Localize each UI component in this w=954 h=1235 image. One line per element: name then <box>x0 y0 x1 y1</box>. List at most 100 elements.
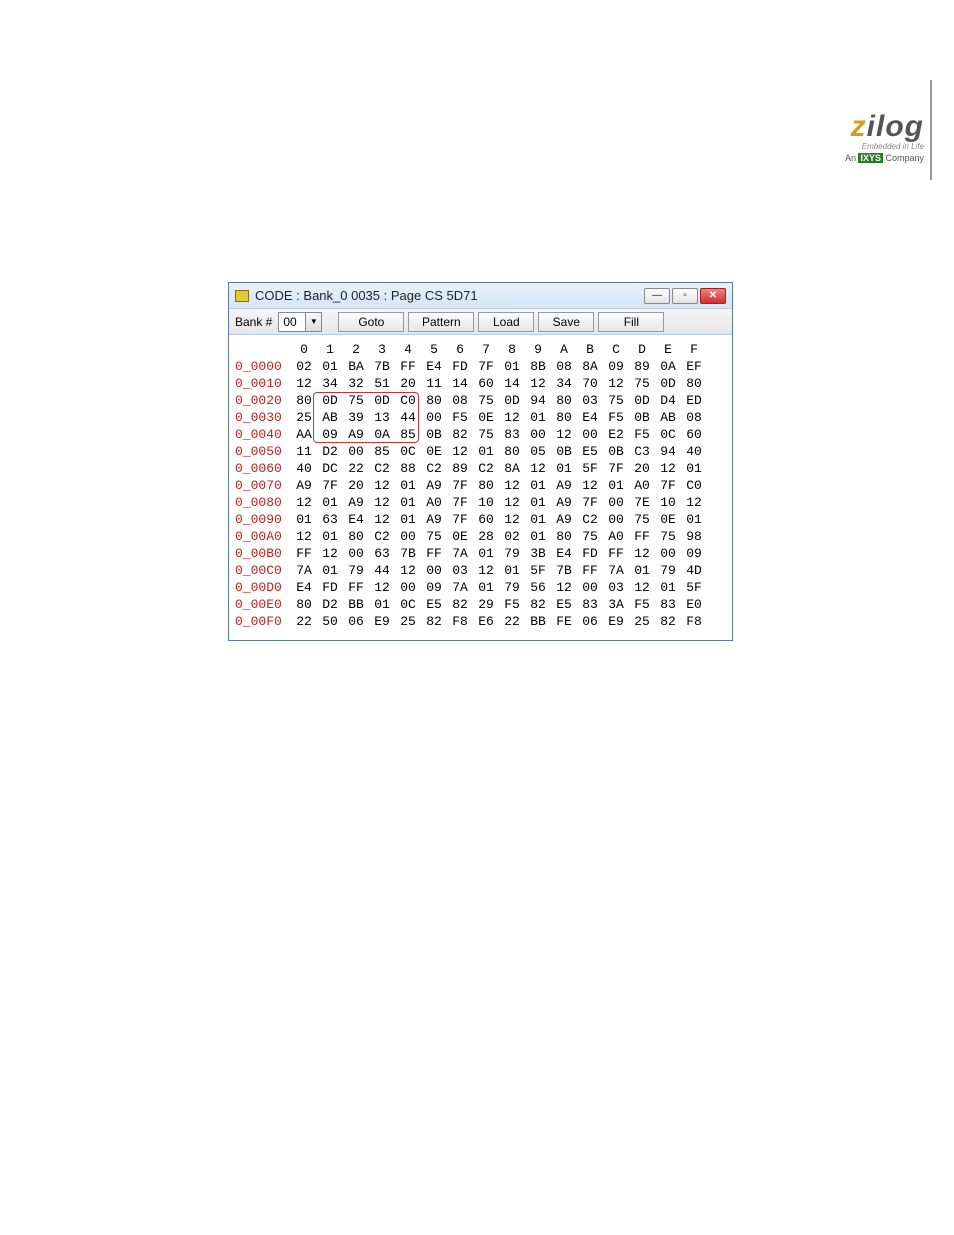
hex-cell[interactable]: 7F <box>447 494 473 511</box>
hex-cell[interactable]: 09 <box>421 579 447 596</box>
hex-cell[interactable]: 7B <box>551 562 577 579</box>
hex-cell[interactable]: 25 <box>395 613 421 630</box>
hex-cell[interactable]: 05 <box>525 443 551 460</box>
hex-cell[interactable]: 00 <box>603 494 629 511</box>
hex-cell[interactable]: E4 <box>551 545 577 562</box>
hex-cell[interactable]: 00 <box>525 426 551 443</box>
hex-cell[interactable]: F5 <box>629 426 655 443</box>
hex-cell[interactable]: FF <box>291 545 317 562</box>
hex-cell[interactable]: 0B <box>629 409 655 426</box>
hex-cell[interactable]: C3 <box>629 443 655 460</box>
hex-cell[interactable]: 0A <box>369 426 395 443</box>
chevron-down-icon[interactable]: ▼ <box>305 313 321 331</box>
hex-cell[interactable]: FD <box>317 579 343 596</box>
hex-cell[interactable]: A9 <box>551 511 577 528</box>
hex-cell[interactable]: 0C <box>395 443 421 460</box>
hex-cell[interactable]: 40 <box>291 460 317 477</box>
hex-cell[interactable]: 34 <box>551 375 577 392</box>
hex-cell[interactable]: 7F <box>655 477 681 494</box>
hex-cell[interactable]: 75 <box>655 528 681 545</box>
hex-cell[interactable]: 12 <box>473 562 499 579</box>
hex-cell[interactable]: 39 <box>343 409 369 426</box>
hex-cell[interactable]: 12 <box>499 511 525 528</box>
hex-cell[interactable]: 40 <box>681 443 707 460</box>
hex-cell[interactable]: 0B <box>603 443 629 460</box>
hex-cell[interactable]: 01 <box>499 358 525 375</box>
bank-select[interactable]: 00 ▼ <box>278 312 322 332</box>
hex-cell[interactable]: A9 <box>551 477 577 494</box>
hex-cell[interactable]: 0C <box>655 426 681 443</box>
hex-cell[interactable]: 06 <box>343 613 369 630</box>
hex-cell[interactable]: 85 <box>395 426 421 443</box>
hex-cell[interactable]: 80 <box>681 375 707 392</box>
hex-cell[interactable]: 0D <box>499 392 525 409</box>
hex-cell[interactable]: 09 <box>603 358 629 375</box>
hex-cell[interactable]: 8A <box>577 358 603 375</box>
hex-viewer[interactable]: 0123456789ABCDEF 0_00000201BA7BFFE4FD7F0… <box>229 335 732 640</box>
hex-cell[interactable]: 01 <box>317 562 343 579</box>
hex-cell[interactable]: 0D <box>655 375 681 392</box>
hex-cell[interactable]: A9 <box>291 477 317 494</box>
hex-cell[interactable]: C2 <box>577 511 603 528</box>
hex-cell[interactable]: BB <box>343 596 369 613</box>
hex-cell[interactable]: 12 <box>629 545 655 562</box>
hex-cell[interactable]: 80 <box>421 392 447 409</box>
hex-cell[interactable]: C0 <box>395 392 421 409</box>
hex-cell[interactable]: 12 <box>291 494 317 511</box>
hex-cell[interactable]: 7A <box>603 562 629 579</box>
hex-cell[interactable]: BA <box>343 358 369 375</box>
hex-cell[interactable]: 94 <box>655 443 681 460</box>
hex-cell[interactable]: 09 <box>317 426 343 443</box>
hex-cell[interactable]: 79 <box>655 562 681 579</box>
hex-cell[interactable]: 0A <box>655 358 681 375</box>
hex-cell[interactable]: 8B <box>525 358 551 375</box>
hex-cell[interactable]: 12 <box>447 443 473 460</box>
hex-cell[interactable]: 03 <box>447 562 473 579</box>
hex-cell[interactable]: 80 <box>551 528 577 545</box>
hex-cell[interactable]: AB <box>655 409 681 426</box>
hex-cell[interactable]: 08 <box>681 409 707 426</box>
hex-cell[interactable]: D4 <box>655 392 681 409</box>
hex-cell[interactable]: 02 <box>499 528 525 545</box>
hex-cell[interactable]: 01 <box>499 562 525 579</box>
hex-cell[interactable]: 85 <box>369 443 395 460</box>
hex-cell[interactable]: 01 <box>317 494 343 511</box>
hex-cell[interactable]: 75 <box>629 375 655 392</box>
hex-cell[interactable]: 83 <box>499 426 525 443</box>
hex-cell[interactable]: 0E <box>447 528 473 545</box>
hex-cell[interactable]: 12 <box>551 579 577 596</box>
hex-cell[interactable]: 4D <box>681 562 707 579</box>
hex-cell[interactable]: 75 <box>421 528 447 545</box>
hex-cell[interactable]: 0B <box>551 443 577 460</box>
hex-cell[interactable]: A0 <box>421 494 447 511</box>
hex-cell[interactable]: 7A <box>447 579 473 596</box>
hex-cell[interactable]: FE <box>551 613 577 630</box>
hex-cell[interactable]: 22 <box>499 613 525 630</box>
hex-cell[interactable]: 80 <box>473 477 499 494</box>
hex-cell[interactable]: 12 <box>655 460 681 477</box>
hex-cell[interactable]: 00 <box>421 562 447 579</box>
hex-cell[interactable]: 13 <box>369 409 395 426</box>
hex-cell[interactable]: 7B <box>369 358 395 375</box>
hex-cell[interactable]: 75 <box>473 426 499 443</box>
hex-cell[interactable]: 0D <box>369 392 395 409</box>
hex-cell[interactable]: 28 <box>473 528 499 545</box>
hex-cell[interactable]: 7F <box>447 477 473 494</box>
hex-cell[interactable]: C0 <box>681 477 707 494</box>
hex-cell[interactable]: 01 <box>395 511 421 528</box>
hex-cell[interactable]: 14 <box>499 375 525 392</box>
hex-cell[interactable]: 56 <box>525 579 551 596</box>
save-button[interactable]: Save <box>538 312 594 332</box>
hex-cell[interactable]: 08 <box>447 392 473 409</box>
hex-cell[interactable]: 7F <box>577 494 603 511</box>
hex-cell[interactable]: 20 <box>629 460 655 477</box>
hex-cell[interactable]: 12 <box>499 409 525 426</box>
hex-cell[interactable]: 82 <box>655 613 681 630</box>
hex-cell[interactable]: 00 <box>577 579 603 596</box>
hex-cell[interactable]: E5 <box>551 596 577 613</box>
hex-cell[interactable]: 8A <box>499 460 525 477</box>
hex-cell[interactable]: 7B <box>395 545 421 562</box>
hex-cell[interactable]: 89 <box>447 460 473 477</box>
hex-cell[interactable]: A9 <box>343 494 369 511</box>
hex-cell[interactable]: 01 <box>525 528 551 545</box>
